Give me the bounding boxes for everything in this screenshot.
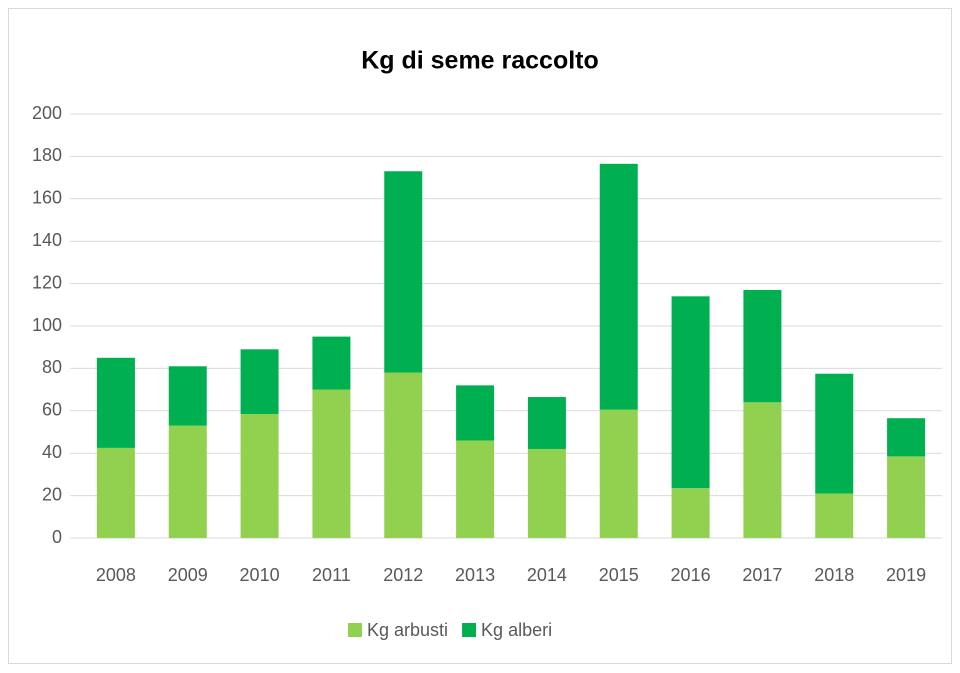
chart-border [8, 8, 952, 664]
x-tick-label: 2011 [312, 565, 351, 585]
y-tick-label: 0 [52, 527, 62, 547]
y-tick-label: 200 [32, 103, 62, 123]
bar [815, 493, 854, 538]
bar [671, 296, 710, 489]
y-tick-label: 20 [42, 484, 62, 504]
x-tick-label: 2008 [96, 565, 136, 585]
x-tick-label: 2010 [240, 565, 280, 585]
bar [599, 409, 638, 538]
bar [96, 357, 135, 448]
bar [671, 488, 710, 538]
x-tick-label: 2016 [671, 565, 711, 585]
bar [168, 425, 207, 538]
legend-label: Kg arbusti [367, 620, 448, 640]
y-tick-label: 40 [42, 442, 62, 462]
bar [240, 349, 279, 414]
y-tick-label: 160 [32, 188, 62, 208]
bar [743, 289, 782, 403]
bar [168, 366, 207, 426]
x-tick-label: 2013 [455, 565, 495, 585]
bar [384, 372, 423, 538]
y-tick-label: 80 [42, 357, 62, 377]
bar [96, 447, 135, 538]
x-tick-label: 2012 [383, 565, 423, 585]
legend-swatch [348, 623, 362, 637]
x-tick-label: 2019 [886, 565, 926, 585]
bar [312, 336, 351, 390]
y-tick-label: 100 [32, 315, 62, 335]
chart-title: Kg di seme raccolto [361, 47, 599, 75]
bar [384, 171, 423, 373]
x-tick-label: 2017 [742, 565, 782, 585]
bar [456, 385, 495, 441]
bar [599, 163, 638, 410]
legend-label: Kg alberi [481, 620, 552, 640]
bar [887, 418, 926, 457]
y-tick-label: 120 [32, 272, 62, 292]
x-tick-label: 2014 [527, 565, 567, 585]
x-tick-label: 2009 [168, 565, 208, 585]
x-tick-label: 2015 [599, 565, 639, 585]
legend-swatch [462, 623, 477, 637]
bar [527, 397, 566, 449]
bar [312, 389, 351, 538]
y-tick-label: 180 [32, 145, 62, 165]
y-tick-label: 60 [42, 400, 62, 420]
bar [887, 456, 926, 538]
y-tick-label: 140 [32, 230, 62, 250]
bar [456, 440, 495, 538]
bar [815, 373, 854, 494]
x-tick-label: 2018 [814, 565, 854, 585]
bar [240, 413, 279, 538]
bar [743, 402, 782, 538]
bar [527, 448, 566, 538]
